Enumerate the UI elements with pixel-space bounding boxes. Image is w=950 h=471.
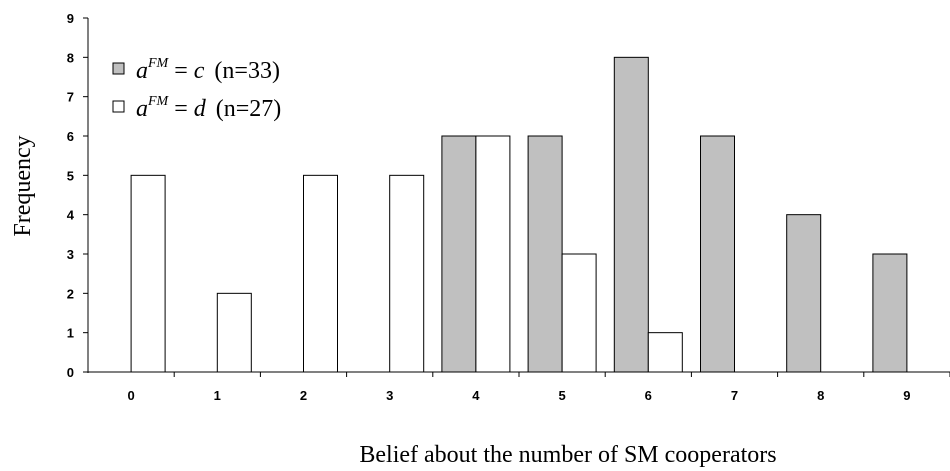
y-tick-label: 0 — [67, 365, 74, 380]
bar-series2-2 — [303, 174, 338, 373]
bar-series2-4 — [475, 135, 511, 373]
y-tick-label: 7 — [67, 90, 74, 105]
legend-swatch-d — [112, 100, 125, 113]
bar-series1-4 — [441, 135, 477, 373]
y-tick-label: 2 — [67, 286, 74, 301]
x-tick-label: 1 — [214, 388, 221, 403]
x-tick-labels: 0 1 2 3 4 5 6 7 8 9 — [127, 388, 910, 403]
bar-series1-8 — [786, 214, 822, 373]
x-axis-title: Belief about the number of SM cooperator… — [359, 442, 776, 468]
bar-series2-5 — [561, 253, 597, 373]
bar-series1-9 — [872, 253, 908, 373]
x-tick-label: 0 — [127, 388, 134, 403]
x-tick-label: 7 — [731, 388, 738, 403]
x-tick-label: 6 — [645, 388, 652, 403]
axes-layer — [83, 17, 950, 377]
x-tick-label: 5 — [558, 388, 565, 403]
x-tick-label: 8 — [817, 388, 824, 403]
y-tick-label: 6 — [67, 129, 74, 144]
bar-series1-5 — [527, 135, 563, 373]
x-tick-label: 3 — [386, 388, 393, 403]
y-tick-label: 4 — [67, 208, 75, 223]
legend-label-d: aFM = d (n=27) — [136, 94, 281, 122]
bar-series2-6 — [647, 332, 683, 373]
x-tick-label: 4 — [472, 388, 480, 403]
y-tick-label: 8 — [67, 50, 74, 65]
bar-series1-7 — [700, 135, 735, 373]
legend-label-c: aFM = c (n=33) — [136, 56, 280, 84]
y-tick-labels: 0 1 2 3 4 5 6 7 8 9 — [67, 11, 75, 380]
legend-swatch-c — [112, 62, 125, 75]
x-tick-label: 9 — [903, 388, 910, 403]
bar-series2-1 — [216, 292, 252, 373]
y-tick-label: 3 — [67, 247, 74, 262]
bar-series2-3 — [389, 174, 425, 373]
y-tick-label: 9 — [67, 11, 74, 26]
x-tick-label: 2 — [300, 388, 307, 403]
y-tick-label: 1 — [67, 326, 74, 341]
bar-series2-0 — [130, 174, 166, 373]
bars-layer — [130, 56, 908, 373]
legend: aFM = c (n=33) aFM = d (n=27) — [112, 56, 281, 122]
y-axis-title: Frequency — [10, 135, 36, 236]
y-tick-label: 5 — [67, 168, 74, 183]
bar-series1-6 — [613, 56, 649, 373]
